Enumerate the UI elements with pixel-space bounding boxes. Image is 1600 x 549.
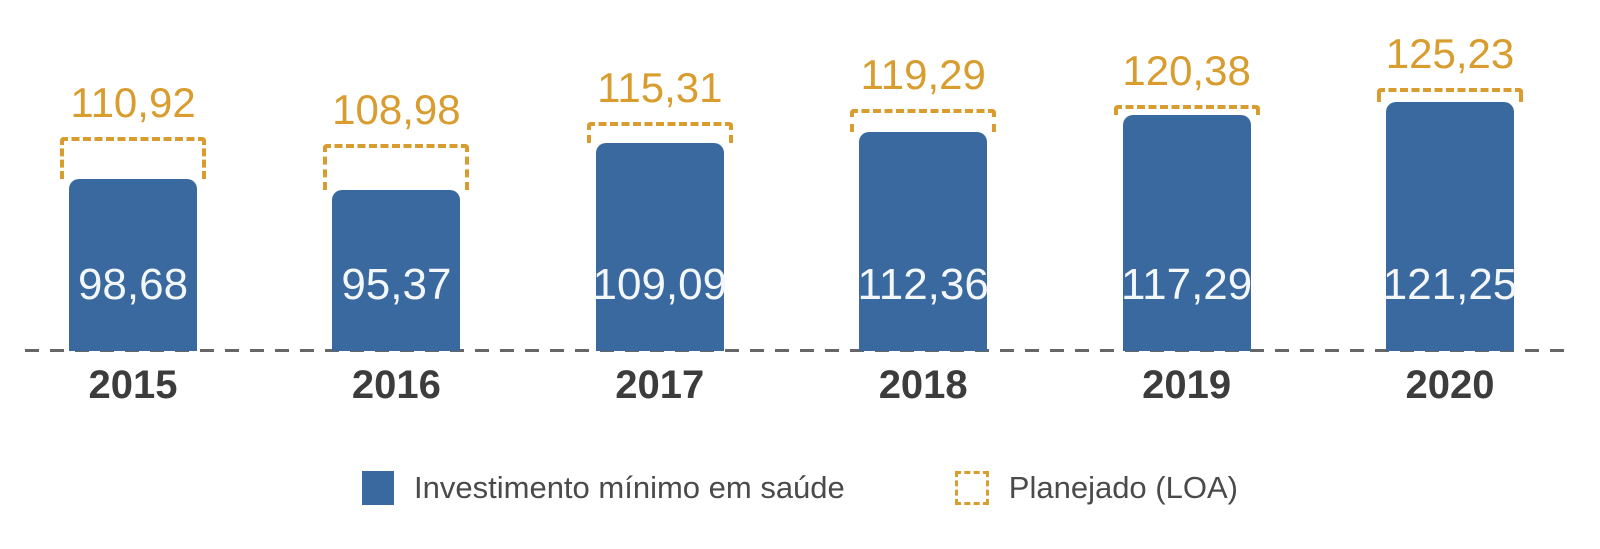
dashed-outline-swatch-icon: [954, 471, 989, 505]
legend-label-investimento: Investimento mínimo em saúde: [414, 470, 845, 505]
planned-outline: [850, 108, 997, 133]
planned-outline: [1377, 88, 1523, 102]
planned-outline: [60, 137, 206, 179]
bar-value-label: 117,29: [1120, 260, 1253, 309]
year-label: 2016: [351, 363, 441, 407]
investment-bar: [69, 178, 197, 351]
legend: Investimento mínimo em saúde Planejado (…: [0, 458, 1600, 518]
solid-bar-swatch-icon: [362, 471, 395, 505]
investment-bar: [595, 143, 724, 351]
planned-value-label: 120,38: [1122, 46, 1251, 94]
bar-value-label: 95,37: [341, 260, 452, 309]
planned-outline: [323, 143, 470, 190]
investment-bar: [332, 189, 461, 351]
legend-label-planejado: Planejado (LOA): [1008, 470, 1238, 505]
year-label: 2015: [88, 363, 178, 407]
planned-value-label: 115,31: [597, 64, 723, 112]
bar-value-label: 112,36: [857, 260, 989, 309]
baseline-dashed-axis: [25, 349, 1575, 352]
investment-bar: [859, 132, 988, 351]
year-label: 2020: [1405, 363, 1495, 407]
planned-value-label: 110,92: [70, 78, 196, 126]
investment-bar: [1122, 115, 1251, 351]
planned-value-label: 108,98: [332, 85, 461, 133]
planned-value-label: 119,29: [860, 50, 986, 98]
bar-value-label: 121,25: [1382, 260, 1518, 309]
planned-value-label: 125,23: [1385, 30, 1515, 78]
year-label: 2019: [1142, 363, 1232, 407]
planned-outline: [586, 122, 733, 144]
planned-outline: [1113, 104, 1260, 116]
year-label: 2017: [615, 363, 705, 407]
bar-value-label: 109,09: [592, 260, 728, 309]
legend-item-investimento: Investimento mínimo em saúde: [362, 470, 845, 506]
legend-item-planejado: Planejado (LOA): [954, 470, 1238, 506]
investment-bar: [1386, 101, 1514, 351]
bar-value-label: 98,68: [77, 260, 189, 309]
year-label: 2018: [878, 363, 968, 407]
